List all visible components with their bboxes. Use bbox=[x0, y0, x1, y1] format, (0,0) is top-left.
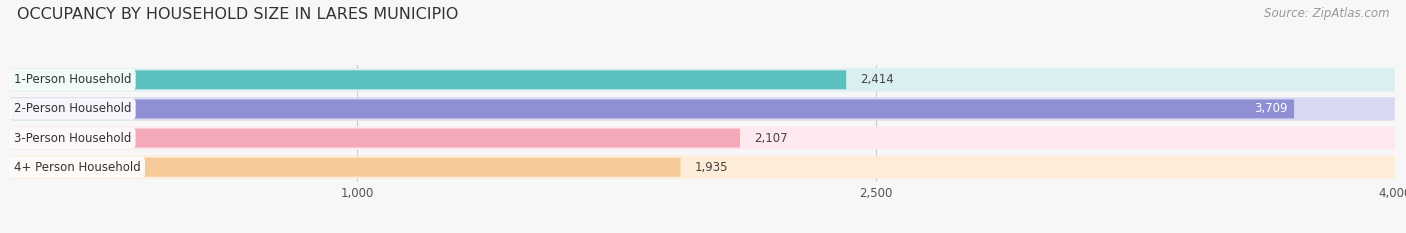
Text: 2,107: 2,107 bbox=[754, 132, 787, 144]
FancyBboxPatch shape bbox=[11, 68, 1395, 91]
Text: OCCUPANCY BY HOUSEHOLD SIZE IN LARES MUNICIPIO: OCCUPANCY BY HOUSEHOLD SIZE IN LARES MUN… bbox=[17, 7, 458, 22]
FancyBboxPatch shape bbox=[11, 70, 846, 89]
FancyBboxPatch shape bbox=[11, 156, 1395, 179]
FancyBboxPatch shape bbox=[11, 97, 1395, 121]
Text: 4+ Person Household: 4+ Person Household bbox=[14, 161, 141, 174]
FancyBboxPatch shape bbox=[11, 99, 1294, 118]
Text: Source: ZipAtlas.com: Source: ZipAtlas.com bbox=[1264, 7, 1389, 20]
Text: 2-Person Household: 2-Person Household bbox=[14, 103, 132, 115]
Text: 1-Person Household: 1-Person Household bbox=[14, 73, 132, 86]
Text: 2,414: 2,414 bbox=[860, 73, 894, 86]
Text: 3-Person Household: 3-Person Household bbox=[14, 132, 131, 144]
Text: 1,935: 1,935 bbox=[695, 161, 728, 174]
FancyBboxPatch shape bbox=[11, 158, 681, 177]
FancyBboxPatch shape bbox=[11, 129, 740, 147]
FancyBboxPatch shape bbox=[11, 126, 1395, 150]
Text: 3,709: 3,709 bbox=[1254, 103, 1286, 115]
